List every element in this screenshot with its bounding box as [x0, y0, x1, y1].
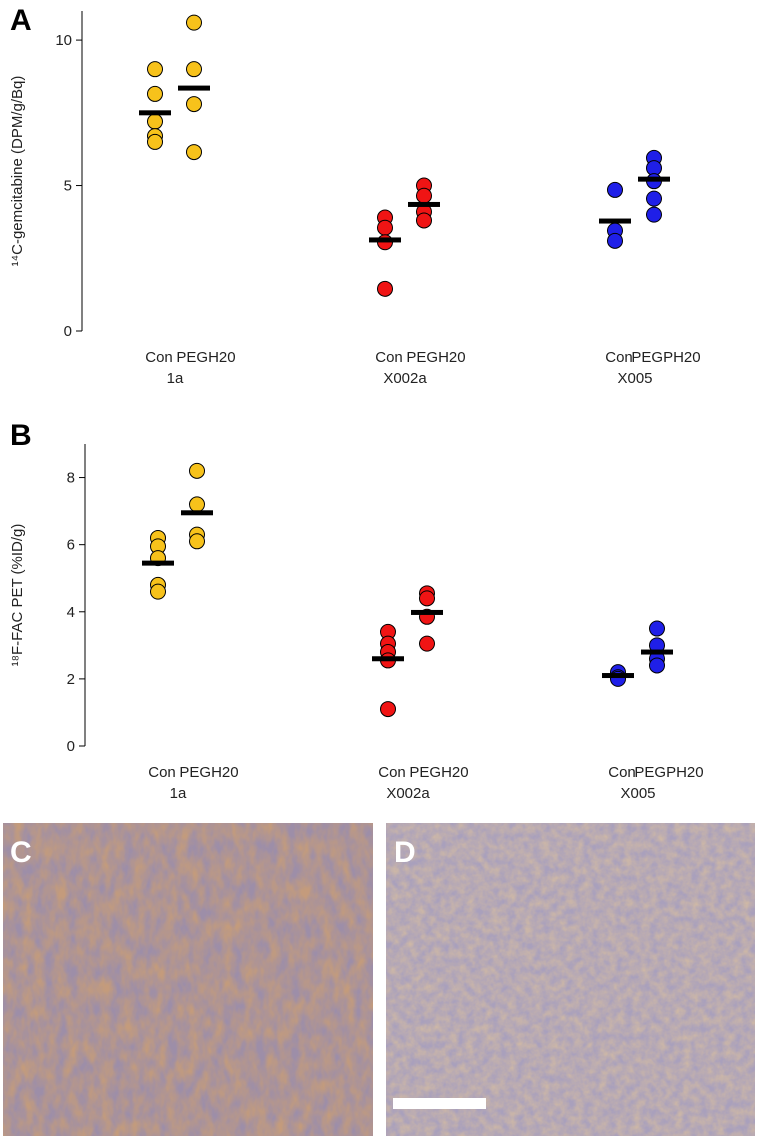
data-point [416, 212, 432, 229]
y-axis-label: ¹⁴C-gemcitabine (DPM/g/Bq) [9, 76, 26, 267]
data-point [649, 657, 665, 674]
y-tick-label: 0 [64, 323, 72, 340]
data-point [186, 61, 202, 78]
data-point [150, 583, 166, 600]
group-label: 1a [167, 370, 184, 387]
group-label: X005 [617, 370, 652, 387]
mean-bar [638, 176, 670, 182]
mean-bar [178, 85, 210, 91]
y-tick-label: 10 [55, 32, 72, 49]
panel-label: D [394, 836, 416, 869]
mean-bar [142, 560, 174, 566]
data-point [377, 219, 393, 236]
data-point [147, 133, 163, 150]
data-point [607, 232, 623, 249]
mean-bar [599, 218, 631, 224]
group-label: X005 [620, 785, 655, 802]
y-tick-label: 4 [67, 604, 75, 621]
x-tick-label: PEGH20 [179, 764, 238, 781]
mean-bar [602, 673, 634, 679]
data-point [186, 144, 202, 161]
data-point [380, 701, 396, 718]
data-point [646, 206, 662, 223]
mean-bar [369, 237, 401, 243]
mean-bar [139, 110, 171, 116]
data-point [186, 96, 202, 113]
mean-bar [372, 656, 404, 662]
data-point [189, 533, 205, 550]
data-point [419, 590, 435, 607]
data-point [646, 190, 662, 207]
group-label: X002a [386, 785, 430, 802]
image-c: C [3, 823, 373, 1136]
x-tick-label: PEGH20 [406, 349, 465, 366]
y-tick-label: 5 [64, 178, 72, 195]
data-point [147, 85, 163, 102]
data-point [419, 635, 435, 652]
group-label: 1a [170, 785, 187, 802]
y-tick-label: 2 [67, 671, 75, 688]
y-tick-label: 6 [67, 537, 75, 554]
data-point [607, 181, 623, 198]
y-axis-label: ¹⁸F-FAC PET (%ID/g) [9, 524, 26, 667]
panel-label: B [10, 419, 32, 452]
y-tick-label: 0 [67, 738, 75, 755]
data-point [189, 496, 205, 513]
x-tick-label: PEGPH20 [631, 349, 700, 366]
mean-bar [408, 201, 440, 207]
panel-label: C [10, 836, 32, 869]
data-point [147, 113, 163, 130]
x-tick-label: Con [148, 764, 176, 781]
x-tick-label: Con [375, 349, 403, 366]
mean-bar [641, 649, 673, 655]
mean-bar [411, 609, 443, 615]
scale-bar [393, 1098, 486, 1109]
data-point [147, 61, 163, 78]
x-tick-label: Con [145, 349, 173, 366]
panel-label: A [10, 4, 32, 37]
y-tick-label: 8 [67, 470, 75, 487]
x-tick-label: PEGH20 [409, 764, 468, 781]
data-point [649, 620, 665, 637]
x-tick-label: Con [378, 764, 406, 781]
data-point [377, 280, 393, 297]
data-point [189, 462, 205, 479]
x-tick-label: Con [605, 349, 633, 366]
data-point [416, 187, 432, 204]
data-point [186, 14, 202, 31]
image-d: D [386, 823, 755, 1136]
x-tick-label: Con [608, 764, 636, 781]
group-label: X002a [383, 370, 427, 387]
x-tick-label: PEGPH20 [634, 764, 703, 781]
mean-bar [181, 510, 213, 516]
x-tick-label: PEGH20 [176, 349, 235, 366]
